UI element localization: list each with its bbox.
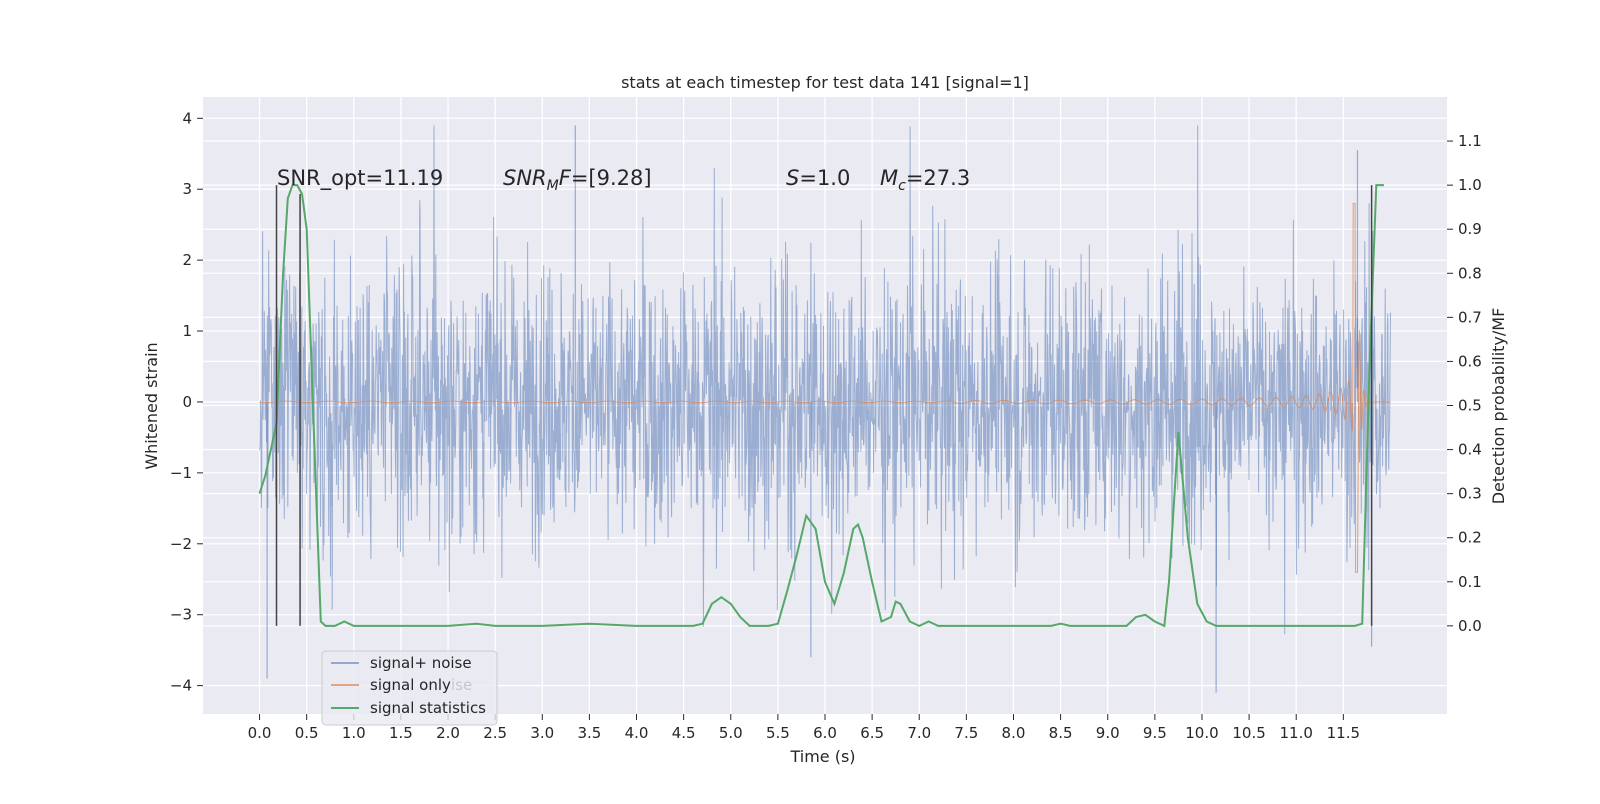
legend: signal+ noise ise signal only signal sta… xyxy=(321,650,498,726)
y-right-tick-label: 0.8 xyxy=(1458,264,1482,282)
x-tick-label: 8.5 xyxy=(1049,724,1073,742)
y-left-ticks: 4 3 2 1 0 −1 −2 −3 −4 xyxy=(170,109,203,695)
legend-label-signal: signal only xyxy=(370,676,451,694)
legend-label-noise: signal+ noise xyxy=(370,654,472,672)
y-left-axis-label: Whitened strain xyxy=(142,342,161,469)
x-tick-label: 1.5 xyxy=(389,724,413,742)
chart-title: stats at each timestep for test data 141… xyxy=(621,73,1029,92)
y-right-tick-label: 0.3 xyxy=(1458,485,1482,503)
x-tick-label: 0.5 xyxy=(295,724,319,742)
statistics-series xyxy=(258,184,1384,628)
y-right-tick-label: 0.2 xyxy=(1458,529,1482,547)
annotation-snr-mf-value: =[9.28] xyxy=(571,166,652,190)
y-right-tick-label: 0.7 xyxy=(1458,308,1482,326)
x-tick-label: 10.0 xyxy=(1185,724,1218,742)
y-right-axis-label: Detection probability/MF xyxy=(1489,308,1508,505)
x-tick-label: 6.5 xyxy=(860,724,884,742)
legend-label-statistics: signal statistics xyxy=(370,699,486,717)
signal-trace xyxy=(259,202,1391,573)
x-tick-label: 3.5 xyxy=(577,724,601,742)
x-tick-label: 9.0 xyxy=(1096,724,1120,742)
annotation-mc-value: =27.3 xyxy=(906,166,970,190)
y-right-tick-label: 0.9 xyxy=(1458,220,1482,238)
x-axis-label: Time (s) xyxy=(789,747,855,766)
x-tick-label: 5.0 xyxy=(719,724,743,742)
annotation-snr-mf: SNRMF=[9.28] xyxy=(503,166,652,194)
y-left-tick-label: −2 xyxy=(170,535,192,553)
signal-series xyxy=(259,202,1391,573)
x-tick-label: 4.0 xyxy=(625,724,649,742)
y-left-tick-label: 4 xyxy=(182,109,192,127)
y-left-tick-label: −3 xyxy=(170,606,192,624)
y-right-tick-label: 1.0 xyxy=(1458,176,1482,194)
annotation-mc: Mc=27.3 xyxy=(880,166,970,194)
x-ticks: 0.0 0.5 1.0 1.5 2.0 2.5 3.0 3.5 4.0 4.5 5.0 5.5 6.0 6… xyxy=(248,714,1360,742)
x-tick-label: 11.5 xyxy=(1327,724,1360,742)
x-tick-label: 0.0 xyxy=(248,724,272,742)
y-right-tick-label: 0.0 xyxy=(1458,617,1482,635)
y-right-tick-label: 1.1 xyxy=(1458,132,1482,150)
annotation-snr-opt: SNR_opt=11.19 xyxy=(277,166,443,191)
x-tick-label: 4.5 xyxy=(672,724,696,742)
y-left-tick-label: 3 xyxy=(182,180,192,198)
y-right-tick-label: 0.6 xyxy=(1458,352,1482,370)
x-tick-label: 3.0 xyxy=(530,724,554,742)
x-tick-label: 9.5 xyxy=(1143,724,1167,742)
y-left-tick-label: −4 xyxy=(170,677,192,695)
x-tick-label: 2.0 xyxy=(436,724,460,742)
noise-trace xyxy=(259,125,1391,635)
x-tick-label: 7.5 xyxy=(954,724,978,742)
y-left-tick-label: 2 xyxy=(182,251,192,269)
y-left-tick-label: −1 xyxy=(170,464,192,482)
x-tick-label: 6.0 xyxy=(813,724,837,742)
statistics-trace xyxy=(258,184,1384,628)
x-tick-label: 2.5 xyxy=(483,724,507,742)
y-left-tick-label: 0 xyxy=(182,393,192,411)
y-right-tick-label: 0.1 xyxy=(1458,573,1482,591)
y-right-tick-label: 0.4 xyxy=(1458,441,1482,459)
legend-box xyxy=(321,650,498,726)
x-tick-label: 7.0 xyxy=(907,724,931,742)
marker-lines xyxy=(275,185,1373,626)
y-right-tick-label: 0.5 xyxy=(1458,397,1482,415)
annotation-s: S=1.0 xyxy=(786,166,850,190)
x-tick-label: 1.0 xyxy=(342,724,366,742)
x-tick-label: 10.5 xyxy=(1232,724,1265,742)
x-tick-label: 5.5 xyxy=(766,724,790,742)
legend-ghost-text: ise xyxy=(451,676,472,694)
y-left-tick-label: 1 xyxy=(182,322,192,340)
y-right-ticks: 1.1 1.0 0.9 0.8 0.7 0.6 0.5 0.4 0.3 0.2 0.1 0.0 xyxy=(1447,132,1482,635)
annotation-s-value: =1.0 xyxy=(799,166,850,190)
x-tick-label: 8.0 xyxy=(1002,724,1026,742)
x-tick-label: 11.0 xyxy=(1280,724,1313,742)
